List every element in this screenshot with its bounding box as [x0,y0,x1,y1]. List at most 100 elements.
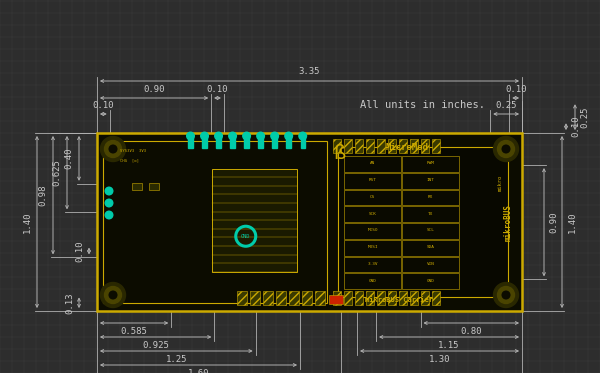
Text: MOSI: MOSI [368,245,378,249]
Text: All units in inches.: All units in inches. [360,100,485,110]
Circle shape [497,286,515,304]
Bar [237,291,247,305]
Circle shape [502,291,510,299]
Text: SCK: SCK [369,211,377,216]
Bar [377,291,385,305]
Circle shape [109,145,117,153]
Bar [333,139,341,153]
Text: 0.585: 0.585 [121,326,148,335]
Bar [188,136,193,148]
Bar [338,147,508,297]
Circle shape [493,137,518,162]
Bar [402,156,458,172]
Bar [421,291,429,305]
Text: 3.3V: 3.3V [368,262,378,266]
Text: 0.10: 0.10 [207,85,228,94]
Circle shape [105,199,113,207]
Text: ß: ß [333,144,346,163]
Bar [276,291,286,305]
Text: 0.98: 0.98 [38,184,47,206]
Text: CS: CS [370,195,376,199]
Text: SYS3V3  3V3: SYS3V3 3V3 [120,149,146,153]
Bar [286,136,291,148]
Bar [402,223,458,239]
Circle shape [109,291,117,299]
Bar [344,156,401,172]
Bar [366,291,374,305]
Bar [402,240,458,256]
Circle shape [497,141,515,157]
Bar [432,291,440,305]
Text: VIN: VIN [427,262,434,266]
Text: SCL: SCL [427,228,434,232]
Text: 0.40: 0.40 [65,148,74,169]
Bar [329,295,343,304]
Bar [399,139,407,153]
Text: GND: GND [427,279,434,283]
Text: 1.40: 1.40 [568,211,577,233]
Bar [388,291,396,305]
Bar [410,291,418,305]
Text: 0.90: 0.90 [143,85,165,94]
Circle shape [271,132,278,140]
Text: mikro: mikro [497,175,503,191]
Bar [377,139,385,153]
Circle shape [229,132,236,140]
Text: 0.13: 0.13 [65,292,74,313]
Text: SDA: SDA [427,245,434,249]
Bar [217,136,221,148]
Text: 0.10: 0.10 [92,100,114,110]
Bar [272,136,277,148]
Bar [388,139,396,153]
Text: 1.15: 1.15 [439,341,460,350]
Bar [132,183,142,190]
Text: AN: AN [370,162,376,165]
Text: 0.625: 0.625 [53,159,61,186]
Text: 1.60: 1.60 [188,369,209,373]
Text: MISO: MISO [368,228,378,232]
Bar [344,173,401,188]
Circle shape [215,132,223,140]
Circle shape [201,132,208,140]
Bar [344,189,401,205]
Text: MicroMod: MicroMod [386,142,429,151]
Bar [263,291,273,305]
Bar [315,291,325,305]
Bar [402,173,458,188]
Bar [302,291,312,305]
Bar [149,183,159,190]
Bar [97,133,522,311]
Bar [421,139,429,153]
Bar [344,206,401,222]
Bar [399,291,407,305]
Bar [301,136,305,148]
Bar [344,291,352,305]
Text: TX: TX [428,211,433,216]
Text: 0.90: 0.90 [550,211,559,233]
Bar [366,139,374,153]
Bar [244,136,249,148]
Text: 3.35: 3.35 [299,68,320,76]
Text: mikroBUS: mikroBUS [503,204,512,241]
Circle shape [105,187,113,195]
Bar [259,136,263,148]
Circle shape [100,282,125,307]
Text: 1.40: 1.40 [23,211,32,233]
Circle shape [257,132,265,140]
Circle shape [187,132,194,140]
Circle shape [493,282,518,307]
Circle shape [104,286,121,304]
Text: 0.10: 0.10 [76,240,85,262]
Bar [344,139,352,153]
Bar [432,139,440,153]
Text: 1.30: 1.30 [429,354,450,364]
Bar [344,240,401,256]
Circle shape [104,141,121,157]
Text: RX: RX [428,195,433,199]
Bar [344,223,401,239]
Circle shape [100,137,125,162]
Circle shape [502,145,510,153]
Text: PWM: PWM [427,162,434,165]
Text: 0.80: 0.80 [461,326,482,335]
Text: 0.10: 0.10 [571,116,581,137]
